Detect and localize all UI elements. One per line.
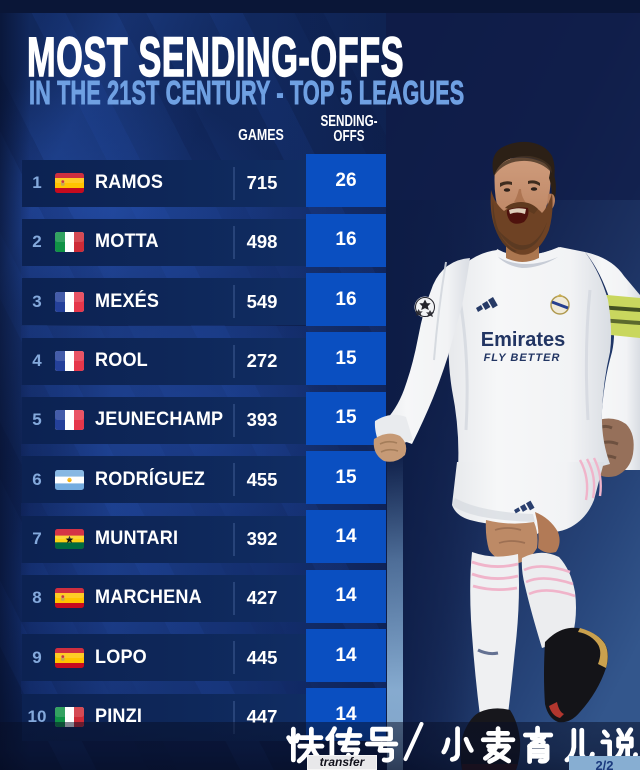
svg-text:Emirates: Emirates bbox=[481, 329, 566, 351]
svg-text:FLY BETTER: FLY BETTER bbox=[484, 352, 561, 364]
